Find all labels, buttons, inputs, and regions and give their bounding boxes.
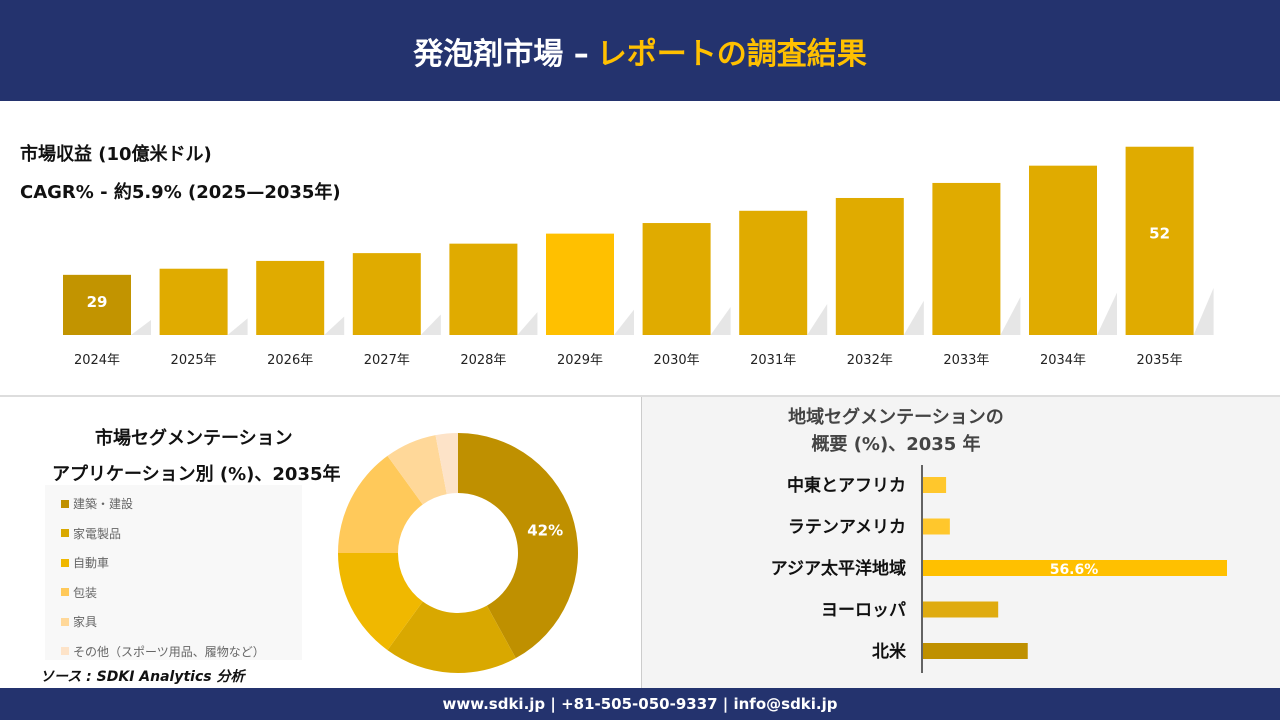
- pie-legend: 建築・建設家電製品自動車包装家具その他（スポーツ用品、履物など）: [45, 485, 302, 660]
- region-bar: [923, 477, 947, 493]
- bar-shadow: [1097, 292, 1117, 335]
- donut-slice-0: [458, 433, 578, 659]
- region-title-2: 概要 (%)、2035 年: [811, 434, 981, 455]
- cagr-label: CAGR% - 約5.9% (2025—2035年): [20, 182, 341, 203]
- legend-label: 自動車: [73, 556, 110, 571]
- x-tick-label: 2034年: [1040, 353, 1086, 368]
- revenue-bar-chart: 2024年 29 2025年 2026年 2027年 2028年 2029年 2030年 203…: [63, 146, 1214, 368]
- region-bar: [923, 643, 1028, 659]
- bar-2034年: [1029, 165, 1097, 335]
- bar-shadow: [614, 309, 634, 335]
- legend-swatch: [61, 499, 69, 508]
- bar-data-label: 29: [87, 293, 108, 311]
- bar-2032年: [835, 197, 904, 335]
- x-tick-label: 2029年: [557, 353, 603, 368]
- legend-swatch: [61, 617, 69, 626]
- x-tick-label: 2032年: [847, 353, 893, 368]
- bar-shadow: [517, 312, 538, 335]
- x-tick-label: 2033年: [943, 353, 989, 368]
- bar-2027年: [352, 253, 421, 335]
- region-title-1: 地域セグメンテーションの: [788, 407, 1004, 428]
- region-label: アジア太平洋地域: [771, 558, 906, 579]
- bar-shadow: [131, 319, 151, 335]
- bar-shadow: [903, 300, 924, 335]
- region-label: 中東とアフリカ: [787, 475, 906, 496]
- title-accent: レポートの調査結果: [596, 36, 867, 72]
- region-bar: [923, 560, 1227, 576]
- footer-contact: www.sdki.jp | +81-505-050-9337 | info@sd…: [0, 688, 1280, 720]
- legend-label: 家電製品: [73, 526, 122, 541]
- legend-item: 自動車: [61, 548, 302, 578]
- x-tick-label: 2026年: [267, 353, 313, 368]
- region-label: ラテンアメリカ: [788, 518, 906, 538]
- donut-slice-3: [338, 455, 423, 553]
- bar-2024年: [63, 274, 131, 335]
- x-tick-label: 2025年: [171, 353, 217, 368]
- legend-label: 包装: [73, 585, 98, 600]
- legend-swatch: [61, 529, 69, 538]
- legend-item: その他（スポーツ用品、履物など）: [61, 637, 302, 667]
- legend-label: 建築・建設: [73, 497, 134, 512]
- bar-2026年: [256, 260, 325, 335]
- x-tick-label: 2035年: [1137, 353, 1183, 368]
- donut-slice-2: [338, 553, 423, 651]
- bar-shadow: [227, 318, 248, 335]
- bar-2033年: [932, 182, 1001, 335]
- region-data-label: 56.6%: [1050, 562, 1099, 578]
- bar-shadow: [1000, 296, 1021, 335]
- legend-swatch: [61, 558, 69, 567]
- bar-shadow: [1193, 287, 1214, 335]
- x-tick-label: 2030年: [654, 353, 700, 368]
- legend-label: その他（スポーツ用品、履物など）: [73, 644, 265, 659]
- legend-item: 建築・建設: [61, 489, 302, 519]
- source-note: ソース : SDKI Analytics 分析: [40, 669, 245, 685]
- bar-shadow: [324, 316, 345, 335]
- bar-2030年: [642, 223, 711, 335]
- legend-item: 家具: [61, 607, 302, 637]
- revenue-label: 市場収益 (10億米ドル): [20, 144, 212, 165]
- bar-shadow: [710, 307, 731, 335]
- legend-swatch: [61, 588, 69, 597]
- segment-title-1: 市場セグメンテーション: [95, 428, 293, 449]
- bar-2035年: [1125, 146, 1194, 335]
- x-tick-label: 2028年: [460, 353, 506, 368]
- x-tick-label: 2024年: [74, 353, 120, 368]
- bar-2028年: [449, 243, 518, 335]
- bar-data-label: 52: [1149, 225, 1170, 243]
- donut-slice-4: [387, 435, 447, 505]
- region-title: 地域セグメンテーションの 概要 (%)、2035 年: [641, 404, 1151, 458]
- x-tick-label: 2027年: [364, 353, 410, 368]
- region-bar: [923, 601, 999, 618]
- legend-swatch: [61, 647, 69, 656]
- divider: [0, 395, 1280, 397]
- donut-slice-5: [435, 433, 458, 495]
- title-main: 発泡剤市場 –: [413, 36, 589, 72]
- bar-shadow: [420, 314, 441, 335]
- page-header: 発泡剤市場 – レポートの調査結果: [0, 0, 1280, 101]
- slice-data-label: 42%: [527, 522, 563, 540]
- donut-slice-1: [387, 601, 516, 673]
- legend-label: 家具: [73, 615, 98, 630]
- x-tick-label: 2031年: [750, 353, 796, 368]
- region-label: ヨーロッパ: [821, 601, 906, 621]
- legend-item: 家電製品: [61, 519, 302, 549]
- bar-shadow: [807, 303, 828, 335]
- legend-item: 包装: [61, 578, 302, 608]
- application-donut-chart: 42%: [338, 433, 578, 673]
- region-bar: [923, 518, 950, 535]
- bar-2029年: [546, 233, 614, 335]
- region-label: 北米: [872, 641, 907, 662]
- bar-2031年: [739, 210, 808, 335]
- region-segment-panel: [641, 397, 1280, 688]
- segment-title-2: アプリケーション別 (%)、2035年: [52, 464, 341, 485]
- bar-2025年: [159, 268, 228, 335]
